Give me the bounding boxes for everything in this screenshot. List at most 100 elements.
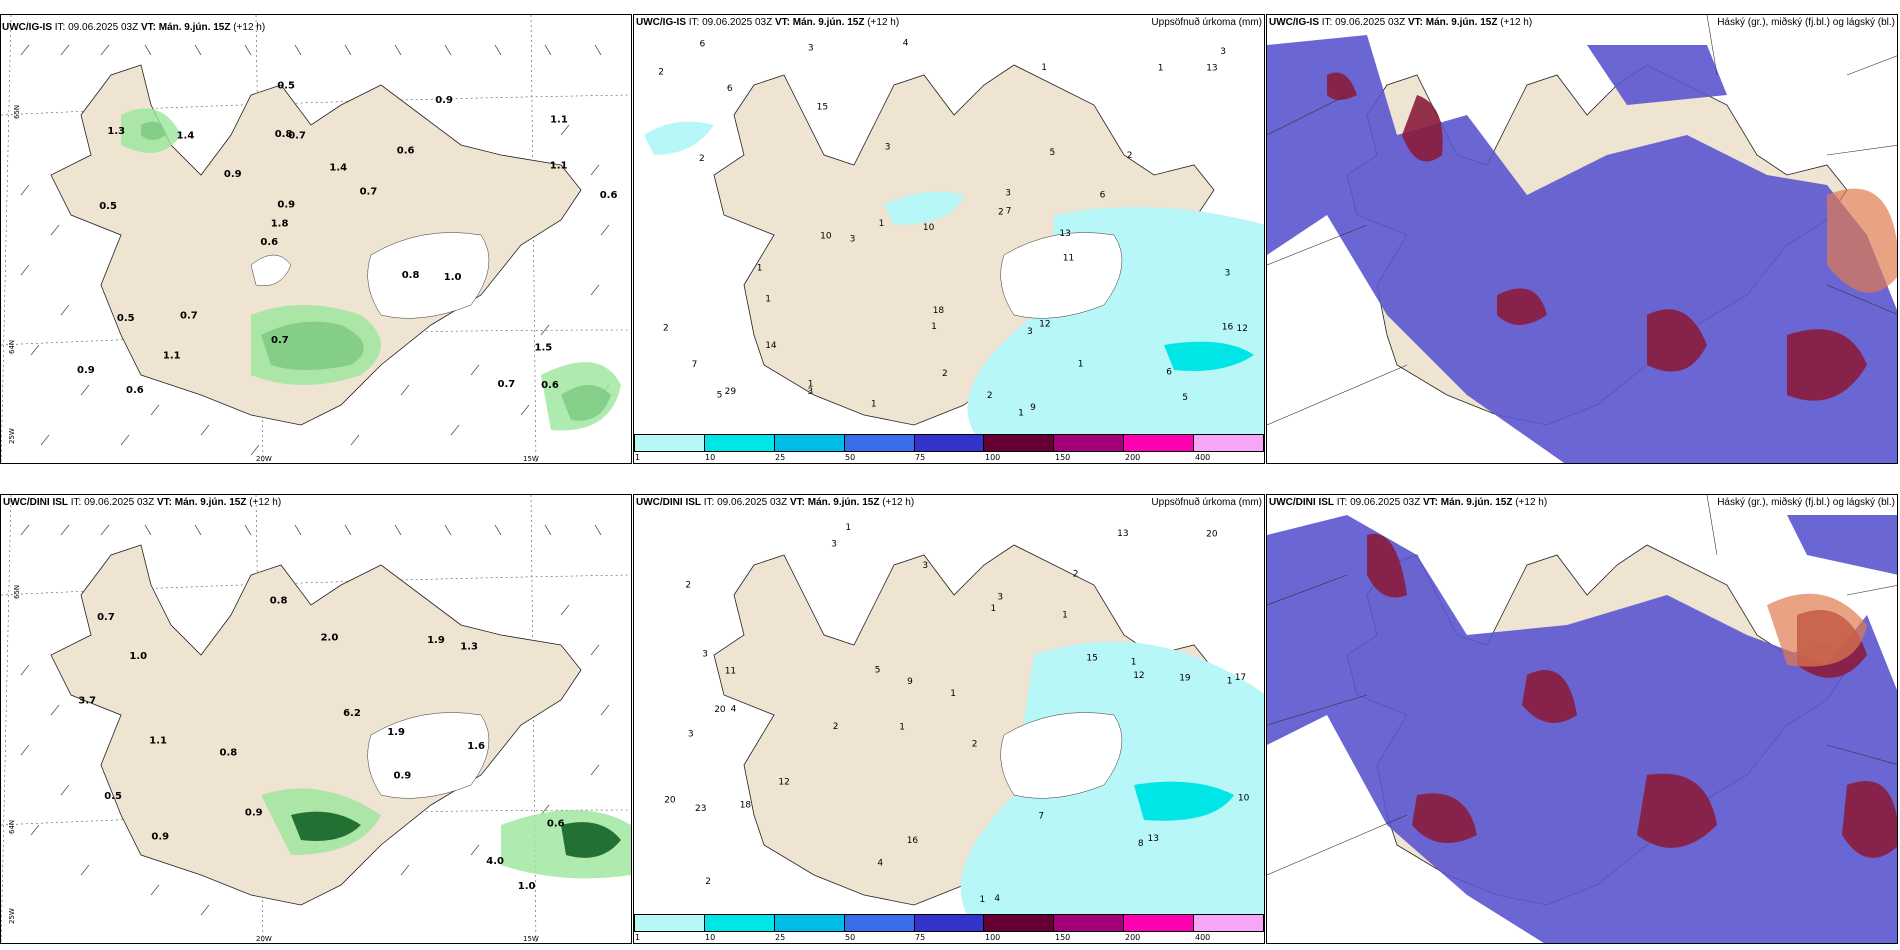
map-value-label: 3 — [831, 540, 837, 550]
map-value-label: 1.3 — [460, 642, 478, 653]
map-value-label: 1 — [950, 689, 956, 699]
colorbar-segment — [1124, 915, 1195, 931]
cloud-orange-bottom — [1767, 593, 1867, 667]
map-value-label: 7 — [1038, 812, 1044, 822]
cloud-title-top: Háský (gr.), miðský (fj.bl.) og lágský (… — [1717, 17, 1895, 28]
map-value-label: 0.5 — [104, 791, 122, 802]
map-value-label: 0.9 — [435, 95, 453, 106]
map-value-label: 0.6 — [126, 385, 144, 396]
colorbar-label: 150 — [1055, 933, 1071, 942]
map-value-label: 5 — [717, 390, 723, 400]
colorbar-label: 400 — [1195, 933, 1211, 942]
colorbar-label: 10 — [705, 453, 716, 462]
cloud-orange-top — [1827, 188, 1897, 293]
map-value-label: 2.0 — [321, 632, 339, 643]
colorbar-label: 1 — [635, 453, 641, 462]
header-cloud-top: UWC/IG-IS IT: 09.06.2025 03Z VT: Mán. 9.… — [1269, 17, 1895, 33]
lead-top-wind: (+12 h) — [233, 22, 266, 33]
model-name-bottom-wind: UWC/DINI ISL — [3, 497, 68, 508]
colorbar-label: 100 — [985, 933, 1001, 942]
map-value-label: 2 — [705, 877, 711, 887]
precip-cyan-bottom — [1134, 781, 1234, 821]
colorbar-labels-bottom: 1 10 25 50 75 100 150 200 400 — [634, 933, 1264, 943]
header-precip-top: UWC/IG-IS IT: 09.06.2025 03Z VT: Mán. 9.… — [636, 17, 1262, 33]
lon-label-15w-top: 15W — [523, 455, 539, 463]
map-value-label: 6.2 — [343, 708, 361, 719]
map-value-label: 6 — [700, 40, 706, 50]
map-value-label: 1 — [1078, 360, 1084, 370]
map-value-label: 1.3 — [107, 126, 125, 137]
map-value-label: 0.6 — [600, 190, 618, 201]
cloud-map-panel-bottom: UWC/DINI ISL IT: 09.06.2025 03Z VT: Mán.… — [1266, 494, 1898, 944]
vt-label-bottom-wind: VT: — [156, 497, 172, 508]
map-value-label: 2 — [685, 580, 691, 590]
it-value-bottom-precip: 09.06.2025 03Z — [717, 497, 788, 508]
colorbar-segment — [984, 435, 1055, 451]
map-value-label: 0.7 — [360, 187, 378, 198]
it-value-top-cloud: 09.06.2025 03Z — [1335, 17, 1406, 28]
wind-map-panel-top: 0.6 0.5 1.1 0.6 0.6 0.6 0.8 1.4 0.5 0.9 0.9 1.1 0.7 0… — [0, 14, 632, 464]
cloud-title-bottom: Háský (gr.), miðský (fj.bl.) og lágský (… — [1717, 497, 1895, 508]
lead-bottom-cloud: (+12 h) — [1515, 497, 1548, 508]
cloud-red-bottom — [1367, 533, 1897, 858]
map-value-label: 2 — [987, 391, 993, 401]
map-value-label: 6 — [1166, 367, 1172, 377]
colorbar-segment — [774, 915, 845, 931]
wind-map-top: 0.60.51.10.60.60.60.81.40.50.90.91.10.70… — [1, 15, 631, 463]
vt-label-bottom-precip: VT: — [789, 497, 805, 508]
map-value-label: 3 — [1027, 327, 1033, 337]
map-value-label: 1 — [879, 219, 885, 229]
map-value-label: 1 — [1131, 657, 1137, 667]
precip-cyan-top — [1164, 341, 1254, 371]
colorbar-label: 10 — [705, 933, 716, 942]
vt-value-bottom-wind: Mán. 9.jún. 15Z — [174, 497, 247, 508]
map-value-label: 3 — [885, 143, 891, 153]
it-value-top-wind: 09.06.2025 03Z — [68, 22, 139, 33]
colorbar-label: 400 — [1195, 453, 1211, 462]
colorbar-segment — [704, 435, 775, 451]
map-value-label: 2 — [1127, 151, 1133, 161]
lon-label-20w-bottom: 20W — [256, 935, 272, 943]
colorbar-label: 25 — [775, 453, 786, 462]
map-value-label: 2 — [972, 740, 978, 750]
map-value-label: 1 — [980, 895, 986, 905]
map-value-label: 1.4 — [177, 131, 195, 142]
map-value-label: 1.1 — [149, 736, 167, 747]
map-value-label: 4.0 — [486, 856, 504, 867]
colorbar-segment — [704, 915, 775, 931]
wind-map-bottom: 1.0 1.1 0.9 0.7 0.6 1.0 0.9 0.8 1.3 2.0 1.9 4.0 0.9 0… — [1, 495, 631, 943]
vt-value-top-wind: Mán. 9.jún. 15Z — [158, 22, 231, 33]
glacier-langjokull-top-wind — [250, 254, 292, 287]
colorbar-label: 50 — [845, 933, 856, 942]
lead-bottom-precip: (+12 h) — [882, 497, 915, 508]
map-value-label: 11 — [1063, 253, 1074, 263]
map-value-label: 1 — [991, 604, 997, 614]
map-value-label: 10 — [923, 223, 935, 233]
map-value-label: 5 — [1050, 148, 1056, 158]
vt-label-top-precip: VT: — [774, 17, 790, 28]
cloud-blue-bottom — [1267, 515, 1897, 943]
colorbar-segment — [1194, 435, 1264, 451]
wind-numbers-bottom: 1.0 1.1 0.9 0.7 0.6 1.0 0.9 0.8 1.3 2.0 1.9 4.0 0.9 0… — [78, 595, 564, 892]
header-cloud-bottom: UWC/DINI ISL IT: 09.06.2025 03Z VT: Mán.… — [1269, 497, 1895, 513]
cloud-red-top — [1327, 72, 1867, 401]
map-value-label: 0.9 — [151, 832, 169, 843]
map-value-label: 0.9 — [245, 808, 263, 819]
vt-label-bottom-cloud: VT: — [1422, 497, 1438, 508]
iceland-land-bottom-wind — [50, 544, 582, 906]
map-value-label: 0.8 — [270, 595, 288, 606]
map-value-label: 15 — [817, 102, 828, 112]
colorbar-segment — [635, 915, 705, 931]
map-value-label: 4 — [903, 38, 909, 48]
precip-title-bottom: Uppsöfnuð úrkoma (mm) — [1151, 497, 1262, 508]
map-value-label: 0.8 — [402, 270, 420, 281]
cloud-map-top — [1267, 15, 1897, 463]
lead-top-precip: (+12 h) — [867, 17, 900, 28]
colorbar-segment — [1194, 915, 1264, 931]
map-value-label: 0.6 — [541, 380, 559, 391]
map-value-label: 0.5 — [117, 313, 135, 324]
map-value-label: 23 — [695, 804, 706, 814]
lat-label-64n-top: 64N — [8, 340, 16, 354]
map-value-label: 10 — [820, 232, 832, 242]
precip-map-panel-top: 1 1 1 1 3 6 10 5 4 3 1 2 1 1 1 2 2 3 3 2 3 3 3 5 2 1 2 1 6 11 10 9 18 13 1… — [633, 14, 1265, 464]
